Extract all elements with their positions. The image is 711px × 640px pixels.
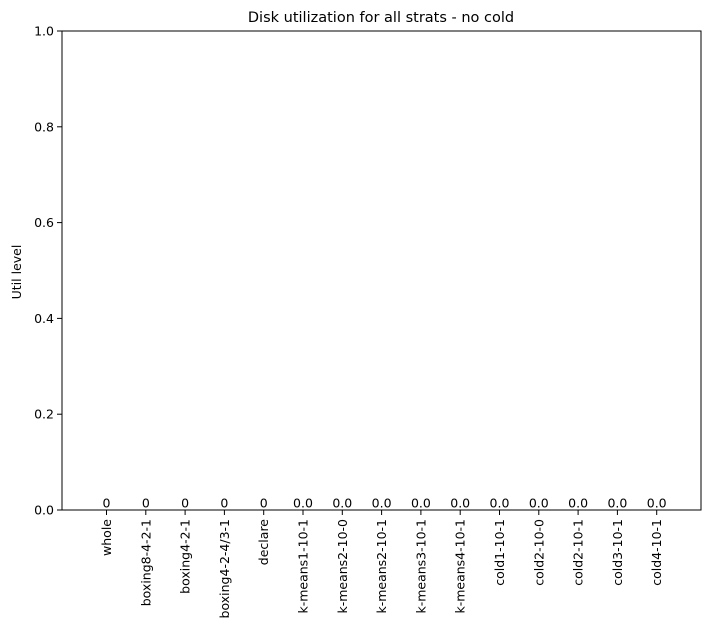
- data-label: 0.0: [450, 496, 470, 511]
- x-tick-label: declare: [256, 519, 271, 565]
- data-label: 0.0: [332, 496, 352, 511]
- data-label: 0: [260, 496, 268, 511]
- x-tick-label: cold2-10-1: [571, 519, 586, 586]
- y-axis-label: Util level: [9, 245, 24, 300]
- data-label: 0.0: [607, 496, 627, 511]
- y-tick-label: 0.6: [34, 215, 54, 230]
- x-tick-label: k-means2-10-0: [335, 519, 350, 614]
- data-label: 0.0: [647, 496, 667, 511]
- chart-title: Disk utilization for all strats - no col…: [248, 10, 514, 26]
- y-tick-label: 0.0: [34, 503, 54, 518]
- data-label: 0.0: [529, 496, 549, 511]
- x-tick-label: cold2-10-0: [531, 519, 546, 586]
- data-label: 0.0: [293, 496, 313, 511]
- x-tick-label: k-means4-10-1: [453, 519, 468, 614]
- x-tick-label: k-means3-10-1: [413, 519, 428, 614]
- data-label: 0.0: [372, 496, 392, 511]
- x-tick-label: k-means2-10-1: [374, 519, 389, 614]
- data-label: 0.0: [568, 496, 588, 511]
- data-label: 0: [181, 496, 189, 511]
- x-tick-label: boxing4-2-4/3-1: [217, 519, 232, 618]
- y-tick-label: 1.0: [34, 24, 54, 39]
- data-label: 0: [103, 496, 111, 511]
- x-tick-label: cold4-10-1: [649, 519, 664, 586]
- x-tick-label: k-means1-10-1: [296, 519, 311, 614]
- data-label: 0: [220, 496, 228, 511]
- y-tick-label: 0.2: [34, 407, 54, 422]
- x-tick-label: cold1-10-1: [492, 519, 507, 586]
- x-tick-label: boxing8-4-2-1: [138, 519, 153, 606]
- data-label: 0.0: [411, 496, 431, 511]
- y-tick-label: 0.4: [34, 311, 54, 326]
- x-tick-label: boxing4-2-1: [178, 519, 193, 594]
- data-label: 0.0: [490, 496, 510, 511]
- x-tick-label: whole: [99, 519, 114, 556]
- y-tick-label: 0.8: [34, 119, 54, 134]
- x-tick-label: cold3-10-1: [610, 519, 625, 586]
- data-label: 0: [142, 496, 150, 511]
- plot-frame: [61, 30, 702, 511]
